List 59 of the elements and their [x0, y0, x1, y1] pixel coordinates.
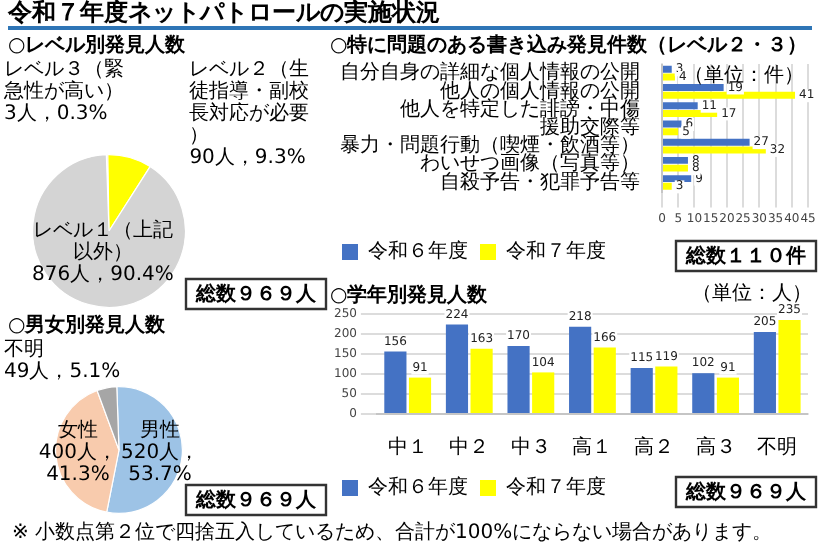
data-label: 400人，41.3% [38, 442, 118, 487]
bar [507, 346, 530, 413]
slice-label: レベル１（上記以外） [32, 218, 173, 265]
bar [716, 377, 740, 413]
bar [663, 102, 698, 110]
text: 総数９６９人 [194, 282, 318, 307]
bar [384, 351, 407, 413]
bar [663, 91, 796, 99]
text: ※ 小数点第２位で四捨五入しているため、合計が100%にならない場合があります。 [12, 522, 773, 544]
x-tick-label: 高２ [634, 435, 675, 460]
bar [663, 146, 766, 154]
text: （単位：人） [692, 281, 812, 306]
bar [408, 377, 432, 413]
bar [692, 373, 715, 413]
slice-label: レベル３（緊急性が高い） [2, 57, 124, 104]
data-label: 3人，0.3% [4, 103, 108, 126]
bar [663, 83, 724, 91]
bar [663, 120, 682, 128]
slice-label: レベル２（生徒指導・副校長対応が必要） [189, 57, 310, 148]
chart-title: ○学年別発見人数 [330, 283, 490, 308]
bar [532, 372, 555, 413]
bar [470, 348, 493, 413]
bar [663, 128, 679, 136]
chart-subtitle: ○レベル別発見人数 [8, 33, 188, 58]
bar [663, 175, 692, 183]
y-tick-label: 自殺予告・犯罪予告等 [440, 169, 640, 194]
bar [593, 347, 616, 413]
text: 総数１１０件 [684, 244, 806, 269]
slice-label: 男性 [140, 418, 181, 443]
chart-title: ○特に問題のある書き込み発見件数（レベル２・３） [330, 33, 808, 58]
bar [630, 368, 653, 413]
bar [663, 182, 672, 190]
x-tick-label: 高３ [695, 435, 736, 460]
slice-label: 女性 [57, 418, 98, 443]
bar [569, 326, 592, 413]
data-label: 520人，53.7% [120, 442, 200, 487]
slice-label: 不明 [4, 339, 44, 362]
text: 総数９６９人 [194, 488, 318, 513]
bar [655, 366, 678, 413]
bar [753, 332, 776, 413]
x-tick-label: 不明 [757, 437, 798, 460]
data-label: 90人，9.3% [189, 147, 306, 170]
x-tick-label: 高１ [572, 435, 613, 460]
x-tick-label: 中２ [449, 435, 490, 460]
data-label: 876人，90.4% [32, 264, 174, 287]
legend-label: 令和６年度 [368, 239, 468, 264]
legend-label: 令和６年度 [368, 475, 468, 500]
x-tick-label: 中３ [510, 435, 551, 460]
text: 総数９６９人 [684, 480, 808, 505]
bar [663, 156, 688, 164]
bar [663, 138, 750, 146]
bar [445, 324, 469, 413]
bar [778, 320, 801, 413]
data-label: 49人，5.1% [4, 361, 121, 384]
chart-title: ○男女別発見人数 [8, 313, 168, 338]
legend-label: 令和７年度 [506, 475, 606, 500]
legend-label: 令和７年度 [506, 239, 606, 264]
x-tick-label: 中１ [387, 435, 428, 460]
bar [663, 164, 688, 172]
